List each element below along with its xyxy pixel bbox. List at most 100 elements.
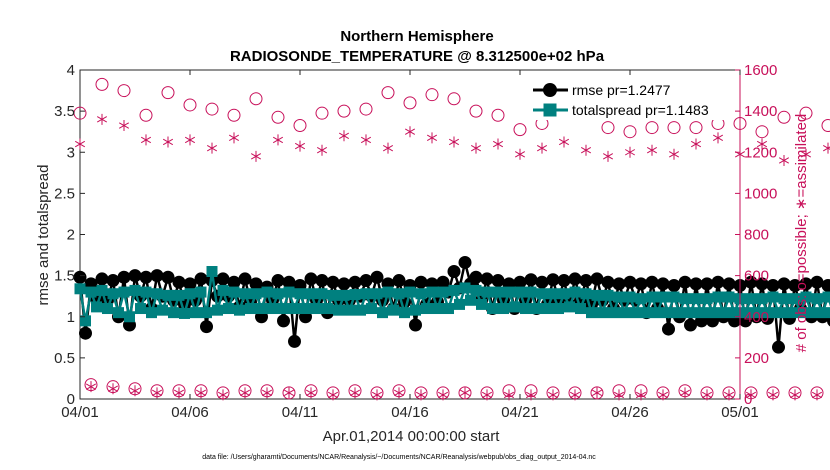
obs-possible-point bbox=[337, 104, 351, 118]
rmse-point bbox=[337, 277, 351, 291]
rmse-point bbox=[277, 314, 290, 328]
spread-point bbox=[113, 307, 124, 319]
spread-point bbox=[256, 303, 267, 315]
rmse-point bbox=[106, 274, 120, 288]
obs-possible-point bbox=[601, 121, 615, 135]
rmse-point bbox=[172, 275, 186, 289]
rmse-point bbox=[447, 265, 461, 279]
spread-point bbox=[377, 307, 388, 319]
legend-box bbox=[527, 78, 733, 120]
obs-possible-point bbox=[513, 123, 527, 137]
rmse-point bbox=[684, 318, 697, 332]
spread-point bbox=[283, 286, 295, 298]
y-right-tick-label: 600 bbox=[744, 268, 769, 285]
obs-assimilated-point bbox=[646, 144, 658, 156]
obs-possible-point bbox=[282, 386, 296, 400]
obs-possible-point bbox=[293, 119, 307, 133]
rmse-point bbox=[623, 275, 637, 289]
spread-point bbox=[679, 293, 691, 305]
spread-point bbox=[492, 286, 504, 298]
spread-point bbox=[448, 284, 460, 296]
spread-point bbox=[437, 286, 449, 298]
obs-assimilated-point bbox=[85, 381, 97, 393]
rmse-point bbox=[535, 275, 549, 289]
y-tick-label: 1 bbox=[67, 309, 75, 326]
rmse-point bbox=[271, 274, 285, 288]
obs-possible-point bbox=[689, 121, 703, 135]
obs-possible-point bbox=[667, 121, 681, 135]
rmse-point bbox=[557, 274, 571, 288]
data-file-footnote: data file: /Users/gharamti/Documents/NCA… bbox=[202, 454, 596, 461]
rmse-point bbox=[755, 277, 769, 291]
spread-point bbox=[652, 307, 663, 319]
obs-assimilated-point bbox=[371, 389, 383, 401]
rmse-point bbox=[689, 277, 703, 291]
spread-point bbox=[184, 288, 196, 300]
spread-point bbox=[685, 307, 696, 319]
spread-point bbox=[305, 288, 317, 300]
rmse-point bbox=[645, 275, 659, 289]
spread-point bbox=[509, 301, 520, 313]
rmse-point bbox=[183, 277, 197, 291]
obs-assimilated-point bbox=[338, 130, 350, 142]
spread-point bbox=[668, 291, 680, 303]
spread-point bbox=[124, 311, 135, 323]
obs-assimilated-point bbox=[690, 138, 702, 150]
y-axis-label: rmse and totalspread bbox=[35, 165, 52, 306]
obs-assimilated-point bbox=[767, 389, 779, 401]
spread-point bbox=[657, 291, 669, 303]
rmse-point bbox=[161, 270, 175, 284]
rmse-point bbox=[546, 273, 560, 287]
obs-assimilated-point bbox=[624, 146, 636, 158]
obs-possible-point bbox=[425, 88, 439, 102]
rmse-point bbox=[282, 275, 296, 289]
spread-point bbox=[107, 288, 119, 300]
spread-point bbox=[663, 307, 674, 319]
obs-assimilated-point bbox=[437, 389, 449, 401]
rmse-point bbox=[326, 275, 340, 289]
obs-possible-point bbox=[469, 104, 483, 118]
rmse-point bbox=[238, 272, 252, 286]
rmse-point bbox=[469, 270, 483, 284]
spread-point bbox=[135, 303, 146, 315]
spread-point bbox=[140, 286, 152, 298]
y-tick-label: 2 bbox=[67, 227, 75, 244]
spread-point bbox=[811, 293, 823, 305]
spread-point bbox=[690, 293, 702, 305]
spread-point bbox=[415, 288, 427, 300]
obs-assimilated-point bbox=[228, 132, 240, 144]
rmse-point bbox=[821, 278, 830, 292]
rmse-point bbox=[73, 270, 87, 284]
y-right-tick-label: 1000 bbox=[744, 185, 777, 202]
spread-point bbox=[267, 303, 278, 315]
spread-point bbox=[828, 307, 830, 319]
rmse-point bbox=[304, 272, 318, 286]
obs-assimilated-point bbox=[811, 389, 823, 401]
spread-point bbox=[470, 284, 482, 296]
spread-point bbox=[250, 288, 262, 300]
x-tick-label: 04/06 bbox=[171, 404, 209, 421]
spread-point bbox=[355, 304, 366, 316]
spread-point bbox=[102, 303, 113, 315]
y-tick-label: 3 bbox=[67, 144, 75, 161]
obs-assimilated-point bbox=[525, 389, 537, 401]
spread-point bbox=[239, 288, 251, 300]
spread-point bbox=[630, 307, 641, 319]
obs-assimilated-point bbox=[173, 387, 185, 399]
obs-assimilated-point bbox=[723, 389, 735, 401]
obs-assimilated-point bbox=[514, 148, 526, 160]
spread-point bbox=[294, 288, 306, 300]
rmse-point bbox=[656, 277, 670, 291]
spread-point bbox=[778, 293, 790, 305]
spread-point bbox=[212, 304, 223, 316]
spread-point bbox=[822, 291, 830, 303]
obs-possible-point bbox=[139, 108, 153, 122]
spread-point bbox=[707, 307, 718, 319]
spread-point bbox=[795, 307, 806, 319]
obs-possible-point bbox=[73, 106, 87, 120]
obs-possible-point bbox=[821, 119, 830, 133]
spread-point bbox=[162, 289, 174, 301]
obs-assimilated-point bbox=[822, 142, 830, 154]
spread-point bbox=[146, 307, 157, 319]
